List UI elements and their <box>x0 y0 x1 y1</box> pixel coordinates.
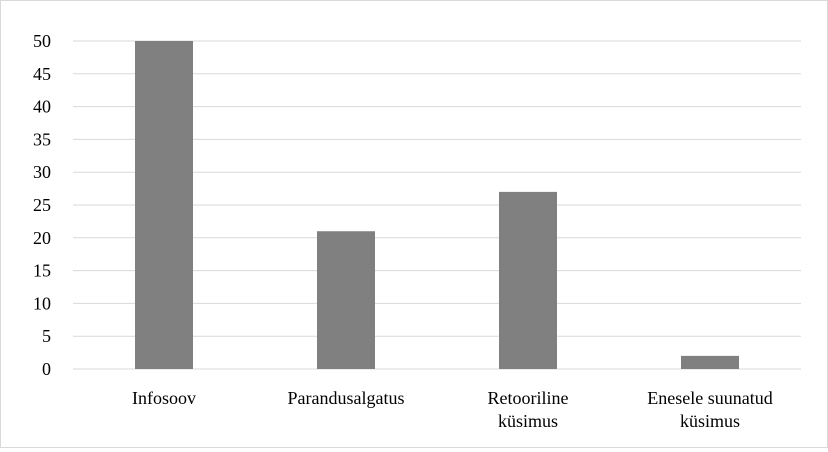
x-axis-tick-labels: Infosoov Parandusalgatus Retooriline küsimu… <box>132 388 773 431</box>
y-tick-label: 20 <box>33 228 51 248</box>
y-tick-label: 25 <box>33 195 51 215</box>
bar <box>499 191 557 369</box>
y-tick-label: 30 <box>33 162 51 182</box>
bars <box>135 41 739 369</box>
gridlines <box>73 40 801 370</box>
y-tick-label: 5 <box>42 326 51 346</box>
x-tick-label: küsimus <box>498 411 558 431</box>
x-tick-label: Retooriline <box>488 388 569 408</box>
x-tick-label: küsimus <box>680 411 740 431</box>
bar <box>135 41 193 369</box>
y-tick-label: 35 <box>33 129 51 149</box>
y-tick-label: 45 <box>33 64 51 84</box>
y-tick-label: 0 <box>42 359 51 379</box>
y-axis-tick-labels: 0 5 10 15 20 25 30 35 40 45 50 <box>33 31 51 379</box>
y-tick-label: 50 <box>33 31 51 51</box>
x-tick-label: Infosoov <box>132 388 196 408</box>
y-tick-label: 40 <box>33 97 51 117</box>
bar <box>317 231 375 369</box>
bar <box>681 355 739 369</box>
y-tick-label: 10 <box>33 293 51 313</box>
x-tick-label: Parandusalgatus <box>288 388 405 408</box>
x-tick-label: Enesele suunatud <box>647 388 772 408</box>
y-tick-label: 15 <box>33 261 51 281</box>
